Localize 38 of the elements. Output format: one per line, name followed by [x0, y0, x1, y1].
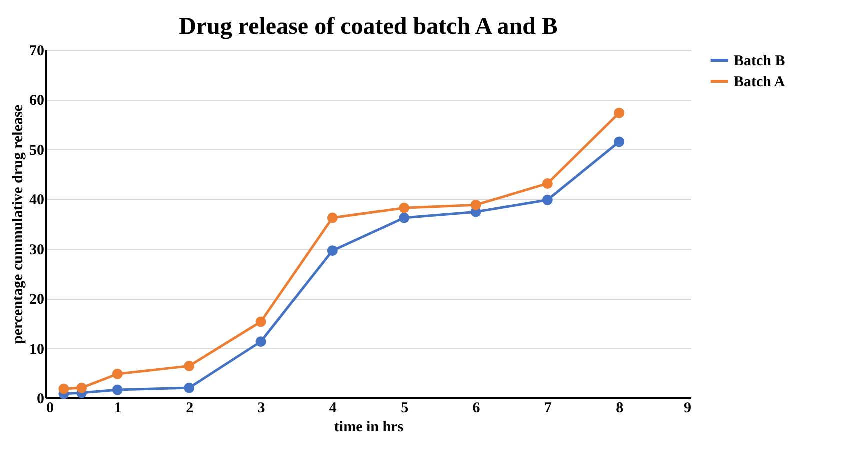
x-tick-label: 2 [186, 400, 194, 416]
x-axis-title: time in hrs [334, 420, 404, 436]
y-axis-title: percentage cummulative drug release [10, 104, 26, 344]
point [327, 246, 338, 256]
x-tick-label: 8 [616, 400, 624, 416]
point [614, 108, 625, 118]
x-tick-label: 4 [329, 400, 338, 416]
point [58, 384, 70, 394]
point [399, 212, 410, 224]
y-tick-label: 20 [30, 292, 44, 308]
y-tick-label: 40 [30, 192, 44, 209]
x-tick-label: 3 [258, 400, 266, 416]
point [542, 194, 553, 206]
point [327, 212, 338, 224]
point [112, 384, 123, 396]
point [256, 316, 266, 328]
x-tick-label: 9 [684, 400, 692, 416]
point [184, 360, 195, 372]
y-tick-label: 30 [30, 242, 44, 258]
x-tick-label: 5 [401, 400, 409, 416]
x-tick-label: 6 [472, 400, 481, 416]
chart-title: Drug release of coated batch A and B [179, 14, 558, 40]
point [399, 202, 410, 214]
point [542, 178, 553, 189]
legend-label: Batch B [734, 54, 786, 70]
point [614, 136, 625, 148]
y-tick-label: 60 [30, 93, 44, 110]
point [76, 382, 88, 394]
y-tick-label: 10 [30, 342, 44, 358]
y-tick-label: 50 [30, 142, 44, 159]
x-tick-label: 1 [114, 400, 122, 416]
point [184, 382, 195, 394]
point [112, 368, 123, 380]
point [470, 200, 482, 210]
x-tick-label: 7 [544, 400, 552, 416]
legend-label: Batch A [734, 74, 786, 90]
y-tick-label: 70 [30, 44, 44, 60]
point [256, 336, 266, 348]
